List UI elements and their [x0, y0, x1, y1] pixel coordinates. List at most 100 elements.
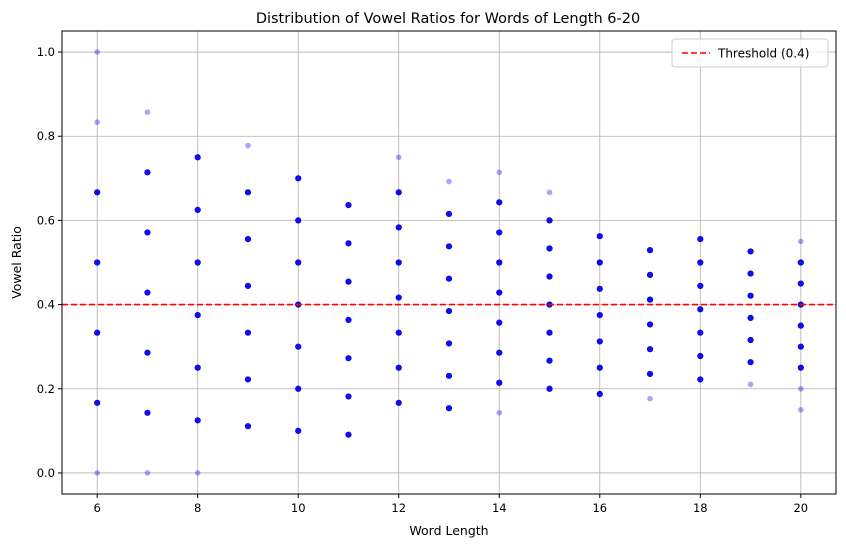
data-point [797, 280, 804, 287]
data-point [697, 235, 704, 243]
data-point [496, 349, 503, 356]
data-point [144, 470, 151, 476]
data-point [395, 224, 402, 231]
data-point [596, 312, 603, 319]
data-point [94, 329, 101, 336]
data-point [345, 316, 352, 324]
data-point [797, 259, 804, 266]
data-point [496, 199, 503, 206]
data-point [596, 285, 603, 292]
data-point [496, 319, 503, 326]
data-point [496, 410, 503, 416]
data-point [395, 329, 402, 336]
data-point [94, 259, 101, 266]
data-point [445, 307, 453, 315]
data-point [295, 385, 302, 392]
x-tick-label: 14 [492, 501, 507, 515]
data-point [245, 142, 251, 149]
data-point [697, 282, 704, 290]
data-point [596, 364, 603, 371]
data-point [697, 329, 704, 336]
y-tick-label: 1.0 [37, 45, 55, 59]
chart-title: Distribution of Vowel Ratios for Words o… [256, 11, 640, 27]
data-point [94, 49, 100, 55]
data-point [747, 359, 754, 366]
data-point [345, 201, 352, 209]
y-tick-label: 0.6 [37, 213, 55, 227]
data-point [697, 352, 704, 360]
x-tick-label: 18 [693, 501, 708, 515]
data-point [697, 376, 704, 383]
data-point [697, 306, 704, 313]
data-point [646, 346, 654, 353]
data-point [697, 259, 704, 266]
data-point [395, 154, 402, 161]
data-point [646, 370, 654, 378]
data-point [194, 206, 201, 213]
grid [62, 31, 836, 494]
data-point [144, 349, 151, 356]
data-point [798, 407, 804, 413]
data-point [797, 364, 804, 371]
legend-threshold-label: Threshold (0.4) [717, 47, 809, 61]
x-tick-label: 6 [94, 501, 101, 515]
data-point [747, 381, 754, 388]
data-point [445, 210, 453, 218]
x-tick-label: 16 [592, 501, 607, 515]
data-point [798, 385, 804, 392]
data-point [144, 289, 151, 296]
plot-frame [61, 30, 837, 495]
data-point [546, 189, 553, 196]
data-point [445, 340, 453, 347]
data-point [395, 399, 402, 406]
data-point [345, 355, 352, 362]
data-point [646, 296, 654, 303]
data-point [295, 427, 302, 434]
data-point [797, 322, 804, 329]
data-point [496, 229, 503, 236]
data-point [596, 259, 603, 266]
y-axis-label: Vowel Ratio [9, 226, 24, 299]
y-tick-label: 0.8 [37, 129, 55, 143]
data-point [445, 405, 453, 412]
data-point [94, 189, 101, 196]
data-point [395, 189, 402, 196]
data-point [144, 169, 151, 176]
data-point [647, 395, 653, 402]
data-point [546, 273, 553, 280]
data-point [194, 312, 201, 319]
y-ticks: 0.0 0.2 0.4 0.6 0.8 1.0 [37, 45, 62, 480]
data-point [244, 329, 252, 336]
data-point [546, 385, 553, 392]
data-point [546, 245, 553, 252]
data-point [546, 329, 553, 336]
data-point [295, 343, 302, 350]
x-tick-label: 20 [793, 501, 808, 515]
data-point [244, 423, 252, 430]
data-point [194, 364, 201, 371]
x-tick-label: 8 [194, 501, 201, 515]
x-axis-label: Word Length [409, 523, 488, 538]
data-point [747, 270, 754, 277]
data-point [295, 259, 302, 266]
data-point [295, 175, 302, 182]
data-point [94, 399, 101, 406]
data-point [345, 240, 352, 247]
data-point [596, 338, 603, 345]
legend: Threshold (0.4) [671, 38, 829, 68]
x-tick-label: 10 [291, 501, 306, 515]
data-point [194, 154, 201, 161]
x-tick-label: 12 [391, 501, 406, 515]
data-point [144, 229, 151, 236]
data-point [798, 238, 804, 245]
data-point [345, 393, 352, 400]
data-point [596, 390, 603, 398]
data-point [144, 409, 151, 416]
data-point [395, 259, 402, 266]
data-point [546, 217, 553, 224]
data-point [94, 470, 100, 476]
data-point [496, 289, 503, 296]
data-point [646, 247, 654, 254]
data-point [445, 372, 453, 379]
